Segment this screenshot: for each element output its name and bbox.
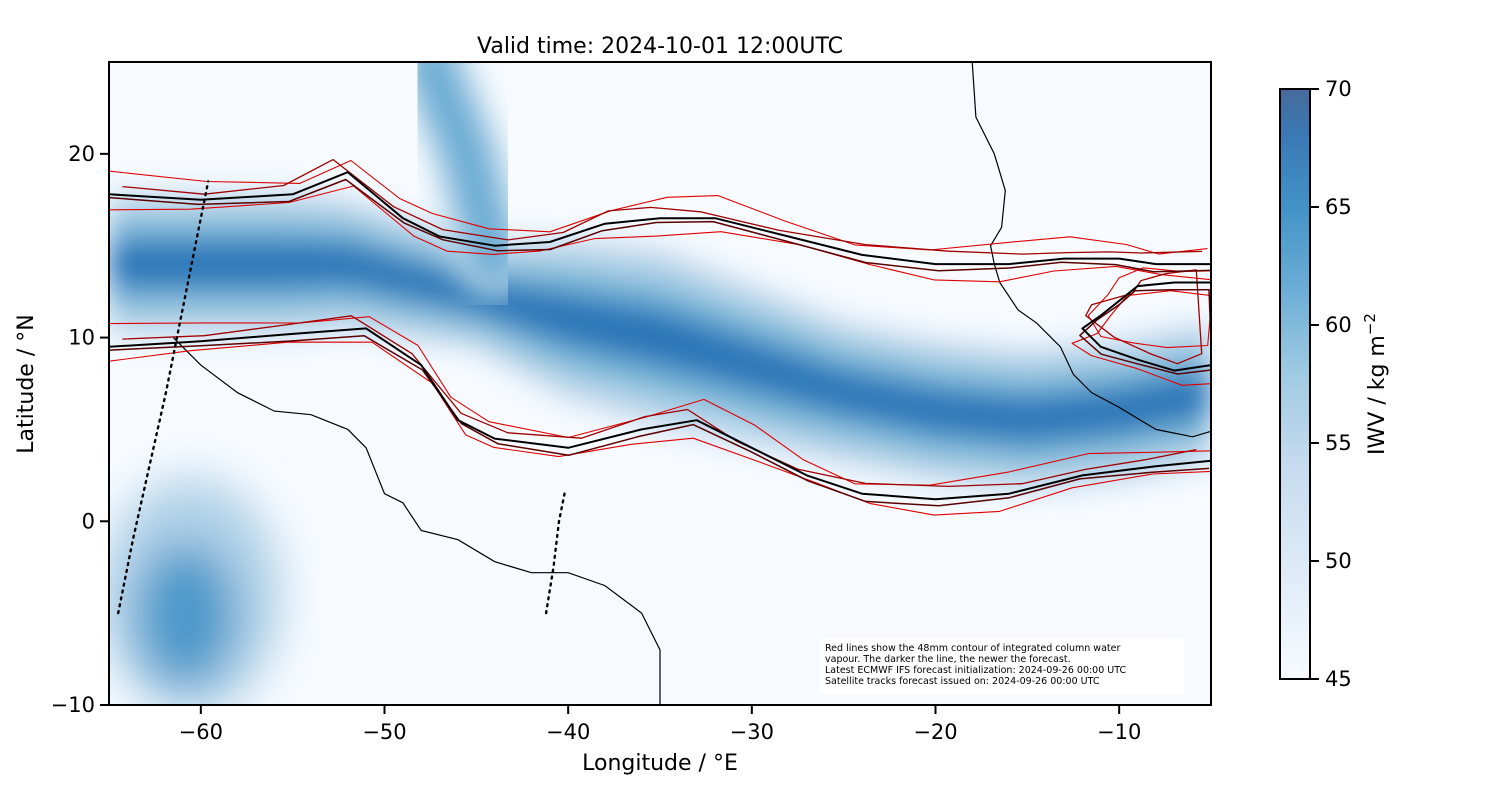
y-axis-label: Latitude / °N — [14, 314, 39, 453]
annotation-line-2: vapour. The darker the line, the newer t… — [825, 654, 1071, 665]
contour-south_edge — [109, 334, 1210, 507]
y-tick-label: 0 — [82, 509, 95, 533]
colorbar-label-text: IWV / kg m — [1365, 335, 1390, 455]
annotation-line-1: Red lines show the 48mm contour of integ… — [825, 643, 1120, 654]
colorbar: 70 65 60 55 50 45 IWV / kg m−2 — [1279, 77, 1390, 691]
contour-north_edge — [109, 171, 1211, 266]
satellite-track-2 — [544, 492, 566, 615]
contour-south_edge — [109, 341, 1211, 516]
contour-east_north_loop — [1087, 267, 1211, 349]
colorbar-ticks: 70 65 60 55 50 45 — [1310, 77, 1352, 691]
x-tick-label: −20 — [913, 720, 957, 744]
contour-east_north_loop — [1071, 290, 1211, 386]
plot-area[interactable] — [99, 62, 1222, 715]
colorbar-tick-label: 55 — [1325, 431, 1352, 455]
colorbar-tick-label: 60 — [1325, 313, 1352, 337]
colorbar-tick-label: 65 — [1325, 195, 1352, 219]
annotation-line-3: Latest ECMWF IFS forecast initialization… — [825, 665, 1126, 676]
colorbar-tick-label: 70 — [1325, 77, 1352, 101]
x-tick-label: −40 — [546, 720, 590, 744]
contour-east_north_loop — [1085, 269, 1203, 365]
iwv-48mm-contours — [109, 158, 1211, 516]
contour-north_edge — [122, 158, 1203, 255]
contour-east_north_loop — [1081, 281, 1211, 372]
contour-south_edge — [109, 327, 1211, 501]
colorbar-label: IWV / kg m−2 — [1361, 313, 1390, 455]
x-tick-label: −50 — [362, 720, 406, 744]
contour-north_edge — [109, 159, 1208, 255]
contour-south_edge — [109, 316, 1211, 486]
x-axis-label: Longitude / °E — [582, 751, 738, 776]
y-tick-label: 10 — [68, 326, 95, 350]
x-tick-label: −60 — [179, 720, 223, 744]
contour-north_edge — [109, 178, 1211, 273]
coastlines — [172, 62, 1211, 705]
map-title: Valid time: 2024-10-01 12:00UTC — [477, 34, 843, 59]
iwv-band-level — [109, 243, 1211, 441]
coastline-south_america_north — [172, 337, 661, 705]
colorbar-tick-label: 45 — [1325, 667, 1352, 691]
x-tick-label: −30 — [730, 720, 774, 744]
plot-frame — [108, 61, 1212, 706]
x-tick-label: −10 — [1097, 720, 1141, 744]
y-axis-ticks: 20 10 0 −10 — [51, 142, 109, 717]
forecast-annotation: Red lines show the 48mm contour of integ… — [820, 638, 1184, 694]
y-tick-label: −10 — [51, 693, 95, 717]
satellite-track-1 — [116, 180, 210, 615]
x-axis-ticks: −60 −50 −40 −30 −20 −10 — [179, 705, 1141, 744]
colorbar-tick-label: 50 — [1325, 549, 1352, 573]
colorbar-label-superscript: −2 — [1361, 313, 1379, 335]
iwv-sa-inner — [135, 543, 237, 688]
y-tick-label: 20 — [68, 142, 95, 166]
iwv-field — [109, 62, 1211, 705]
coastline-africa_west — [971, 62, 1211, 438]
colorbar-gradient — [1279, 88, 1311, 680]
satellite-tracks — [116, 180, 566, 615]
annotation-line-4: Satellite tracks forecast issued on: 202… — [825, 676, 1100, 687]
contour-south_edge — [122, 315, 1197, 488]
